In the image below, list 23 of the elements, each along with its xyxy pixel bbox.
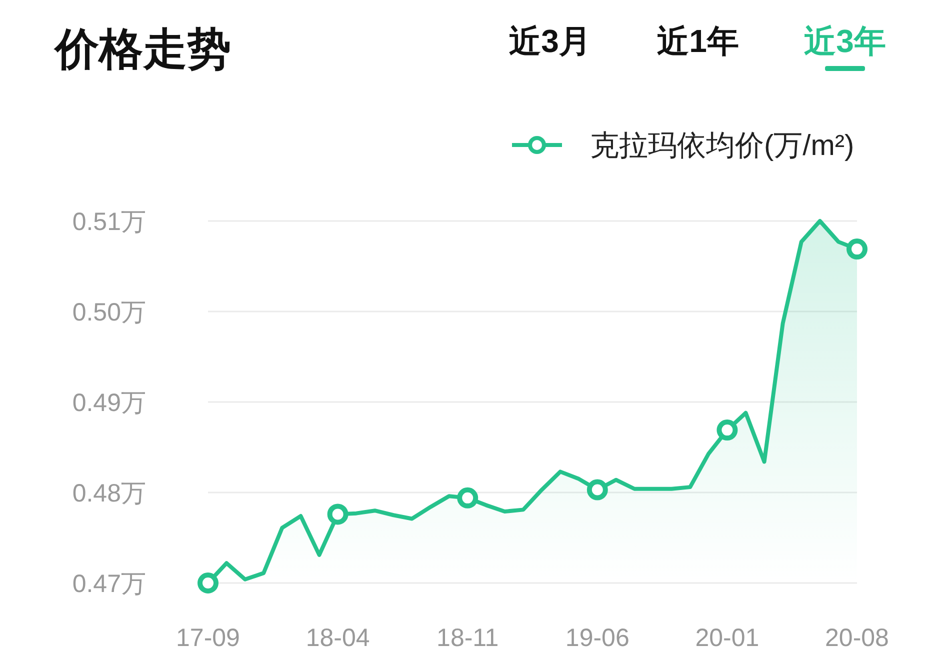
text: 近1年 — [657, 23, 739, 59]
y-tick-label: 0.47万 — [72, 570, 146, 598]
x-tick-label: 18-04 — [306, 624, 370, 652]
text: 近3年 — [804, 23, 886, 59]
x-tick-label: 20-08 — [825, 624, 889, 652]
y-tick-label: 0.51万 — [72, 208, 146, 236]
point — [846, 238, 868, 260]
x-tick-label: 19-06 — [565, 624, 630, 652]
y-tick-label: 0.49万 — [72, 389, 146, 417]
x-tick-label: 20-01 — [695, 624, 760, 652]
point — [716, 420, 738, 441]
x-tick-label: 17-09 — [176, 624, 240, 652]
point — [198, 572, 218, 594]
point — [457, 487, 478, 508]
legend: 克拉玛依均价(万/m²) — [512, 130, 854, 162]
y-tick-label: 0.48万 — [72, 480, 146, 508]
legend-label: 克拉玛依均价(万/m²) — [590, 130, 854, 162]
text: 近3月 — [509, 23, 591, 59]
point — [586, 479, 608, 500]
x-tick-label: 18-11 — [436, 624, 499, 652]
y-tick-label: 0.50万 — [72, 298, 146, 326]
chart-title: 价格走势 — [53, 25, 231, 74]
point — [327, 504, 348, 525]
